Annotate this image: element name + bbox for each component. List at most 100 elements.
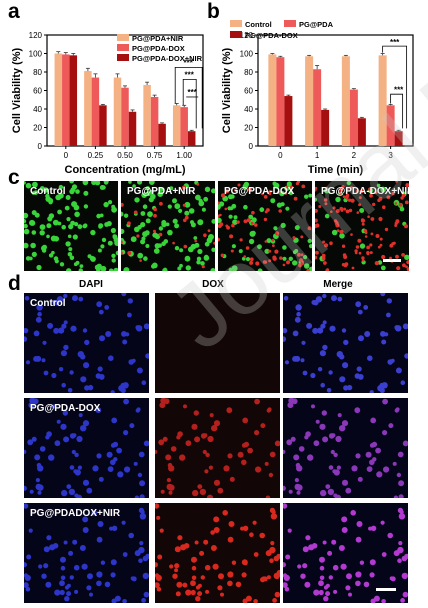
nucleus: [104, 305, 110, 310]
dead-cell: [343, 255, 348, 259]
live-cell: [324, 213, 330, 219]
nucleus: [137, 472, 143, 478]
nucleus: [64, 596, 70, 602]
live-cell: [74, 222, 79, 227]
dox-signal: [259, 532, 265, 539]
live-cell: [24, 228, 30, 235]
live-cell: [184, 210, 190, 216]
fluorescence-image: PG@PDADOX+NIR: [24, 503, 149, 603]
dead-cell: [343, 207, 347, 211]
dox-signal: [241, 572, 247, 578]
dox-signal: [210, 545, 217, 551]
live-cell: [77, 224, 83, 230]
live-cell: [163, 267, 167, 271]
dead-cell: [377, 245, 381, 249]
nucleus: [58, 327, 65, 334]
merged-cell: [298, 446, 305, 452]
legend-label: PG@PDA-DOX: [245, 31, 298, 40]
live-cell: [110, 227, 116, 234]
live-cell: [231, 244, 236, 249]
live-cell: [172, 198, 177, 204]
dead-cell: [274, 249, 279, 254]
dead-cell: [401, 253, 405, 257]
merged-cell: [295, 304, 302, 311]
dead-cell: [315, 186, 318, 190]
live-cell: [219, 201, 225, 207]
dead-cell: [333, 219, 338, 223]
dox-signal: [227, 571, 234, 578]
merged-cell: [283, 449, 286, 454]
bar: [99, 105, 107, 146]
y-tick-label: 20: [33, 124, 42, 133]
merged-cell: [386, 298, 392, 304]
live-cell: [376, 183, 381, 188]
nucleus: [35, 478, 40, 483]
merged-cell: [328, 575, 333, 580]
dox-signal: [174, 546, 181, 553]
dead-cell: [243, 255, 246, 258]
merged-cell: [339, 425, 346, 432]
nucleus: [37, 311, 42, 317]
live-cell: [130, 236, 137, 243]
merged-cell: [393, 550, 400, 557]
nucleus: [24, 485, 27, 491]
merged-cell: [320, 489, 327, 497]
merged-cell: [322, 344, 328, 351]
dead-cell: [374, 261, 379, 266]
nucleus: [136, 407, 141, 412]
nucleus: [139, 494, 145, 498]
merged-cell: [343, 339, 349, 346]
live-dead-image: PG@PDA+NIR: [121, 181, 215, 271]
dead-cell: [219, 213, 222, 217]
dox-signal: [166, 478, 171, 483]
nucleus: [110, 572, 116, 578]
live-cell: [150, 193, 156, 200]
live-cell: [134, 197, 140, 203]
merged-cell: [395, 367, 402, 374]
live-cell: [179, 248, 184, 253]
nuclei-scatter: [155, 503, 280, 603]
merged-cell: [371, 441, 378, 448]
dead-cell: [268, 259, 272, 263]
merged-cell: [348, 592, 352, 597]
nucleus: [41, 573, 47, 579]
merged-cell: [389, 576, 394, 581]
live-cell: [106, 221, 112, 227]
merged-cell: [398, 480, 405, 487]
dead-cell: [184, 215, 189, 220]
dead-cell: [299, 258, 304, 263]
live-cell: [69, 181, 74, 184]
nucleus: [81, 563, 88, 570]
dox-signal: [265, 550, 272, 557]
merged-cell: [342, 362, 349, 369]
merged-cell: [402, 591, 408, 598]
live-cell: [144, 230, 150, 236]
dead-cell: [318, 205, 322, 208]
live-cell: [72, 234, 78, 240]
live-cell: [137, 252, 144, 259]
live-cell: [100, 244, 105, 249]
merged-cell: [400, 380, 406, 385]
row-label: Control: [30, 298, 66, 309]
nucleus: [117, 471, 124, 478]
dead-cell: [225, 189, 230, 194]
nucleus: [100, 560, 106, 565]
dox-signal: [213, 420, 221, 427]
bar: [321, 109, 330, 146]
nucleus: [69, 575, 74, 580]
nucleus: [63, 320, 68, 325]
dox-signal: [218, 573, 224, 580]
merged-cell: [393, 495, 399, 498]
live-cell: [46, 234, 50, 239]
nucleus: [68, 488, 76, 496]
merged-cell: [328, 465, 334, 470]
merged-cell: [355, 580, 361, 587]
dox-signal: [209, 413, 214, 418]
live-cell: [399, 206, 405, 212]
nucleus: [127, 298, 133, 304]
bar: [284, 96, 293, 146]
dead-cell: [367, 215, 370, 218]
live-cell: [161, 220, 167, 225]
nucleus: [60, 565, 66, 571]
dox-signal: [242, 417, 249, 424]
